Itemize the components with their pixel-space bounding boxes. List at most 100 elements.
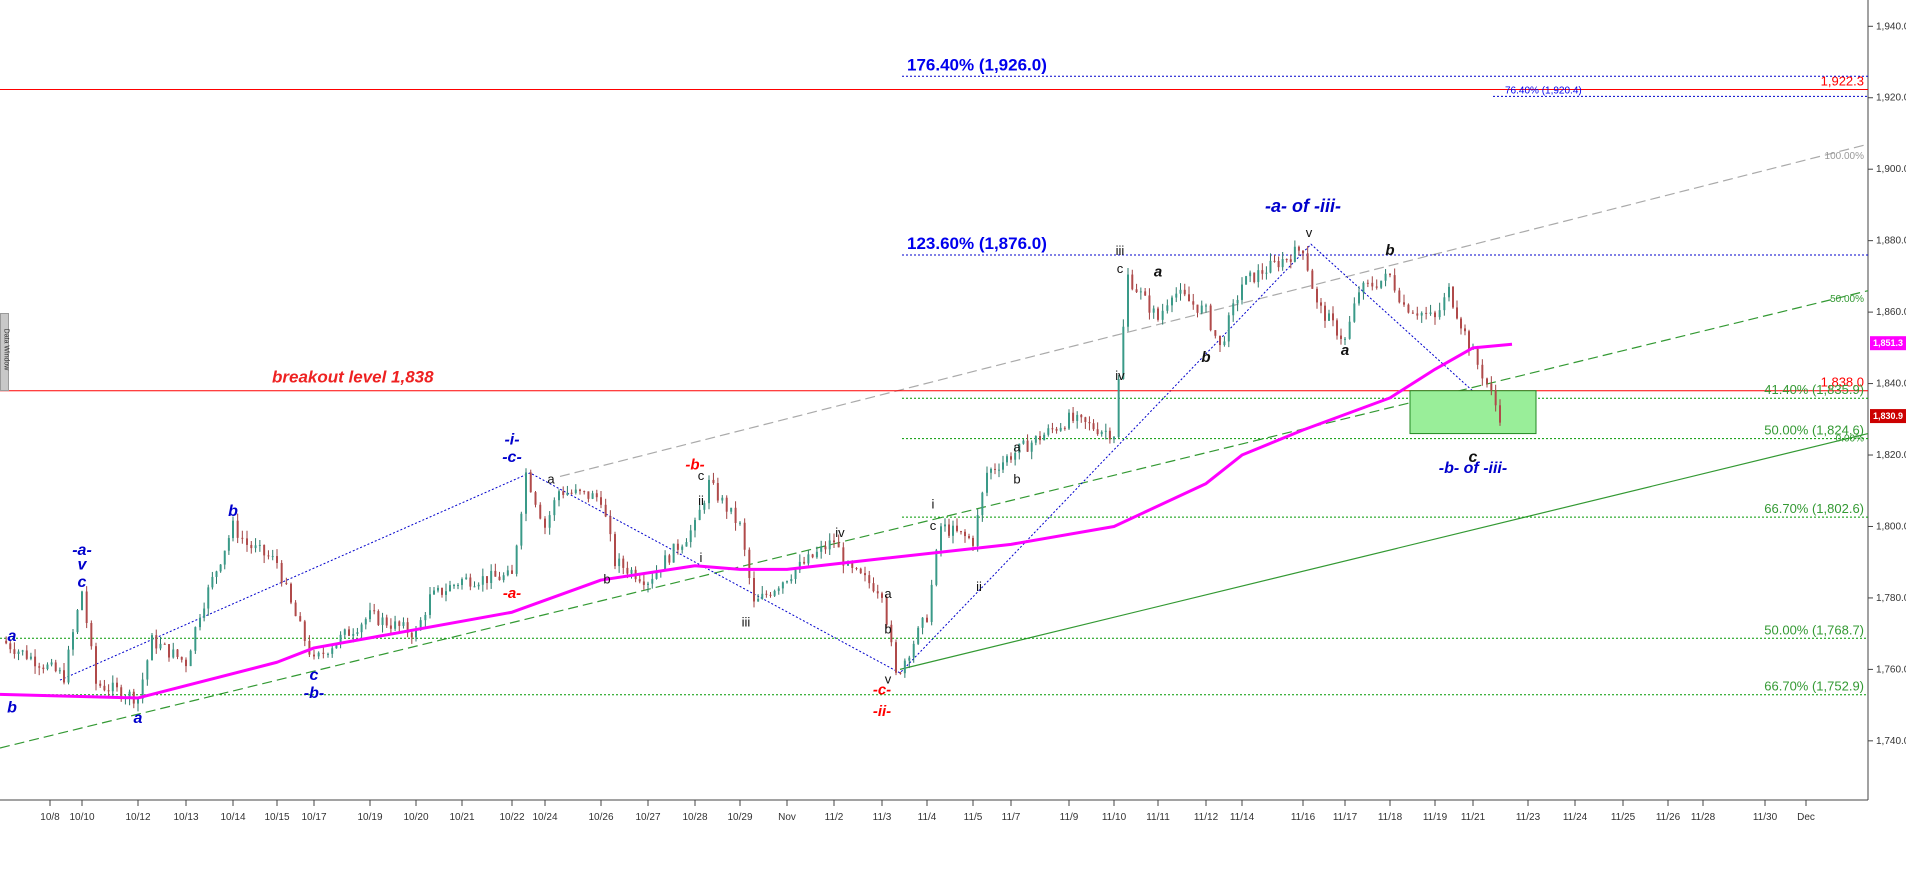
candle-body [1273, 260, 1276, 262]
x-tick-label: 10/17 [301, 812, 326, 823]
wave-label: b [7, 699, 17, 716]
candle-body [1316, 288, 1318, 303]
candle-body [232, 520, 234, 539]
x-tick-label: 10/15 [264, 812, 289, 823]
candle-body [211, 576, 214, 588]
candle-body [908, 657, 911, 661]
wave-label: -ii- [873, 703, 891, 720]
candle-body [335, 643, 338, 649]
candle-body [1171, 297, 1173, 306]
candle-body [638, 579, 641, 582]
candle-body [1456, 307, 1458, 319]
candle-body [1084, 417, 1087, 423]
candle-body [424, 614, 427, 621]
candle-body [1131, 274, 1134, 290]
candle-body [381, 617, 384, 625]
wave-label: -a- [503, 585, 521, 602]
candle-body [972, 537, 974, 546]
candle-body [1104, 430, 1107, 432]
channel-percent-label: 50.00% [1830, 294, 1864, 305]
wave-label: -c- [873, 681, 891, 698]
level-label: 41.40% (1,835.9) [1764, 382, 1864, 397]
candle-body [753, 577, 755, 602]
y-tick-label: 1,880.0 [1876, 236, 1906, 247]
x-tick-label: 10/22 [499, 812, 524, 823]
candle-body [872, 583, 875, 592]
level-label: 50.00% (1,768.7) [1764, 622, 1864, 637]
candle-body [761, 593, 764, 599]
x-tick-label: 11/21 [1461, 812, 1486, 823]
candle-body [1332, 313, 1334, 321]
candle-body [622, 558, 625, 568]
candle-body [120, 687, 123, 700]
candle-body [890, 624, 893, 643]
candle-body [1144, 291, 1147, 296]
candle-body [72, 632, 74, 650]
y-tick-label: 1,840.0 [1876, 379, 1906, 390]
candle-body [903, 660, 906, 674]
wave-structure-line [59, 243, 1501, 681]
candle-body [481, 576, 484, 585]
candle-body [373, 610, 376, 612]
candle-body [864, 573, 866, 576]
candle-body [352, 633, 355, 636]
candle-body [389, 625, 392, 629]
level-label: 1,922.3 [1821, 74, 1864, 89]
candle-body [1092, 423, 1095, 430]
y-tick-label: 1,920.0 [1876, 93, 1906, 104]
level-label: 1,838.0 [1821, 375, 1864, 390]
x-tick-label: 10/29 [727, 812, 752, 823]
sub-wave-label: c [698, 468, 705, 483]
sub-wave-label: ii [698, 493, 704, 508]
candle-body [1499, 405, 1501, 423]
side-panel-tab[interactable]: Data Window [0, 313, 10, 391]
candle-body [445, 591, 447, 595]
candle-body [642, 581, 645, 585]
candle-body [369, 610, 371, 620]
candle-body [712, 479, 715, 484]
candle-body [899, 672, 902, 674]
candle-body [317, 652, 320, 657]
candle-body [1219, 335, 1221, 346]
candle-body [1196, 304, 1199, 313]
candle-body [331, 648, 334, 654]
candle-body [558, 491, 560, 501]
candle-body [1438, 310, 1441, 318]
candle-body [614, 534, 616, 567]
candle-body [960, 531, 962, 533]
candle-body [151, 635, 153, 661]
candle-body [1311, 270, 1314, 289]
candle-body [708, 479, 710, 504]
candle-body [1236, 299, 1239, 304]
candle-body [1464, 328, 1466, 332]
candle-body [725, 497, 728, 512]
wave-label: b [1385, 242, 1394, 259]
candle-body [116, 682, 118, 688]
candle-body [1245, 276, 1248, 285]
x-tick-label: 11/16 [1291, 812, 1316, 823]
candle-body [1398, 290, 1401, 303]
candle-body [1389, 273, 1391, 276]
candle-body [303, 621, 306, 641]
candle-body [689, 530, 692, 543]
candle-body [103, 685, 106, 691]
candle-body [981, 492, 984, 516]
candle-body [1302, 250, 1304, 254]
candle-body [194, 627, 197, 651]
x-tick-label: 11/4 [918, 812, 937, 823]
candle-body [842, 547, 845, 566]
candle-body [1127, 274, 1129, 327]
candle-body [935, 550, 938, 585]
candle-body [1289, 259, 1292, 262]
sub-wave-label: b [603, 572, 610, 587]
candle-body [348, 629, 350, 636]
candle-body [1039, 436, 1041, 441]
candle-body [668, 555, 671, 563]
candle-body [486, 576, 488, 584]
candle-body [716, 483, 719, 501]
candle-body [1416, 313, 1419, 316]
y-tick-label: 1,860.0 [1876, 307, 1906, 318]
candle-body [1344, 338, 1346, 340]
fib-level-label: 176.40% (1,926.0) [907, 55, 1047, 74]
candle-body [258, 544, 261, 546]
